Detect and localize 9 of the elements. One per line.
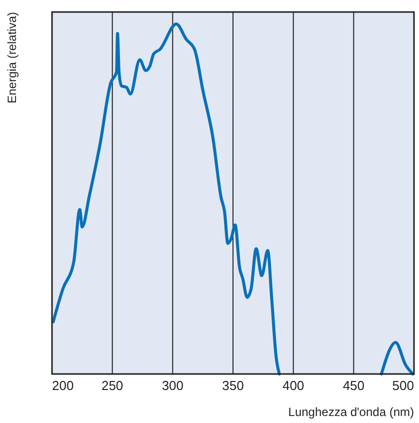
- x-tick-label: 400: [282, 378, 304, 393]
- x-tick-label: 300: [162, 378, 184, 393]
- x-tick-label: 200: [52, 378, 74, 393]
- x-axis-title: Lunghezza d'onda (nm): [288, 405, 414, 419]
- x-tick-label: 450: [342, 378, 365, 393]
- x-tick-label: 250: [101, 378, 124, 393]
- y-axis-title: Energia (relativa): [5, 12, 19, 104]
- x-tick-label: 350: [222, 378, 244, 393]
- x-tick-label: 500: [392, 378, 414, 393]
